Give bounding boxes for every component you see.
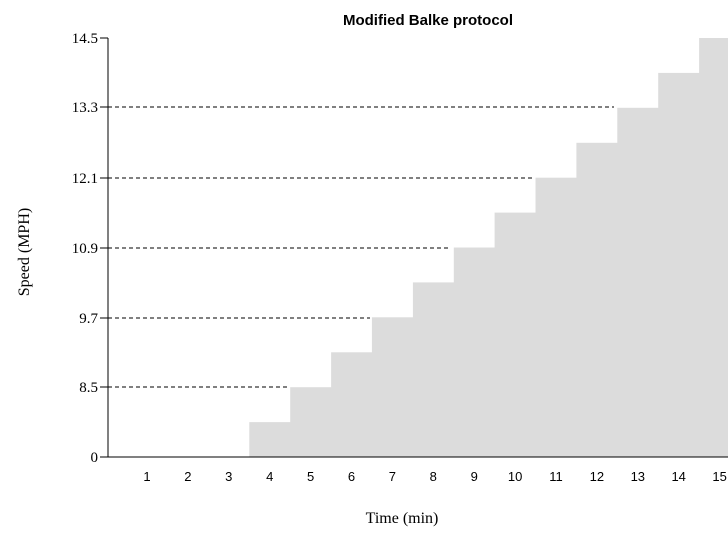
x-tick-label: 8 — [430, 469, 437, 484]
step-bar — [699, 38, 728, 457]
x-tick-label: 11 — [549, 469, 563, 484]
y-tick-label: 12.1 — [72, 171, 98, 187]
y-tick-label: 10.9 — [72, 241, 98, 257]
step-bar — [290, 387, 332, 457]
x-tick-label: 1 — [143, 469, 150, 484]
step-bar — [371, 317, 414, 457]
x-tick-label: 9 — [471, 469, 478, 484]
step-bar — [249, 422, 291, 457]
step-bar — [658, 72, 700, 458]
y-tick-label: 14.5 — [72, 31, 98, 47]
step-bar — [412, 282, 455, 457]
step-bar — [331, 352, 373, 458]
y-axis-ticks: 0 8.5 9.7 10.9 12.1 13.3 14.5 — [72, 31, 108, 466]
x-tick-label: 2 — [184, 469, 191, 484]
step-bar — [576, 142, 618, 458]
x-tick-label: 4 — [266, 469, 273, 484]
x-tick-label: 5 — [307, 469, 314, 484]
y-tick-label: 8.5 — [79, 380, 98, 396]
x-tick-label: 14 — [671, 469, 685, 484]
step-bar — [617, 107, 659, 458]
y-axis-label: Speed (MPH) — [16, 208, 33, 296]
x-tick-label: 6 — [348, 469, 355, 484]
step-bar — [494, 212, 537, 457]
x-tick-label: 12 — [590, 469, 604, 484]
x-tick-label: 15 — [712, 469, 726, 484]
gridlines — [108, 106, 614, 388]
chart-title: Modified Balke protocol — [343, 12, 513, 29]
x-tick-label: 7 — [389, 469, 396, 484]
y-tick-label: 9.7 — [79, 311, 98, 327]
y-tick-label: 13.3 — [72, 100, 98, 116]
x-axis-label: Time (min) — [366, 510, 439, 527]
y-tick-label: 0 — [91, 450, 99, 466]
step-bar — [453, 247, 496, 457]
step-bar — [535, 177, 577, 457]
step-area — [249, 38, 728, 458]
x-axis-ticks: 1 2 3 4 5 6 7 8 9 10 11 12 13 14 15 — [143, 469, 726, 484]
x-tick-label: 3 — [225, 469, 232, 484]
x-tick-label: 13 — [631, 469, 645, 484]
x-tick-label: 10 — [508, 469, 522, 484]
